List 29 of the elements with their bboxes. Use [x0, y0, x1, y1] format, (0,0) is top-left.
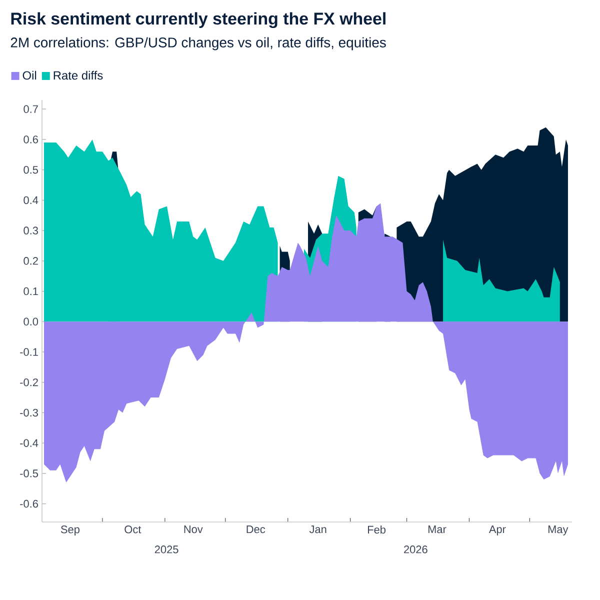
legend-label: Oil: [22, 70, 36, 80]
y-tick-label: 0.5: [24, 166, 38, 174]
y-tick-label: -0.3: [20, 408, 38, 417]
y-tick-label: 0.1: [24, 287, 38, 296]
x-tick-label: Dec: [246, 526, 266, 534]
y-tick-label: 0.0: [24, 318, 38, 326]
x-tick-label: Jan: [309, 526, 326, 534]
y-tick-label: -0.1: [20, 348, 38, 356]
chart-subtitle: 2M correlations: GBP/USD changes vs oil, rate diffs, equities: [10, 37, 386, 50]
chart-title: Risk sentiment currently steering the FX wheel: [11, 12, 386, 28]
y-tick-label: -0.6: [20, 500, 38, 508]
text: 2026: [404, 546, 428, 554]
x-tick-label: Oct: [124, 526, 142, 534]
text: 2025: [154, 546, 178, 554]
y-tick-label: 0.7: [24, 105, 38, 113]
y-tick-label: -0.4: [20, 439, 38, 447]
x-tick-label: Mar: [428, 526, 446, 534]
x-tick-label: Sep: [60, 526, 80, 536]
y-tick-label: -0.5: [20, 470, 38, 478]
x-tick-label: Apr: [488, 526, 506, 536]
x-tick-label: May: [548, 526, 568, 536]
y-tick-label: -0.2: [20, 378, 38, 386]
x-tick-label: Nov: [184, 526, 203, 534]
y-tick-label: 0.6: [24, 136, 38, 144]
x-tick-label: Feb: [368, 526, 386, 534]
legend-label: Rate diffs: [54, 70, 103, 80]
y-tick-label: 0.2: [24, 257, 38, 265]
y-tick-label: 0.4: [24, 196, 38, 204]
y-tick-label: 0.3: [24, 226, 38, 234]
